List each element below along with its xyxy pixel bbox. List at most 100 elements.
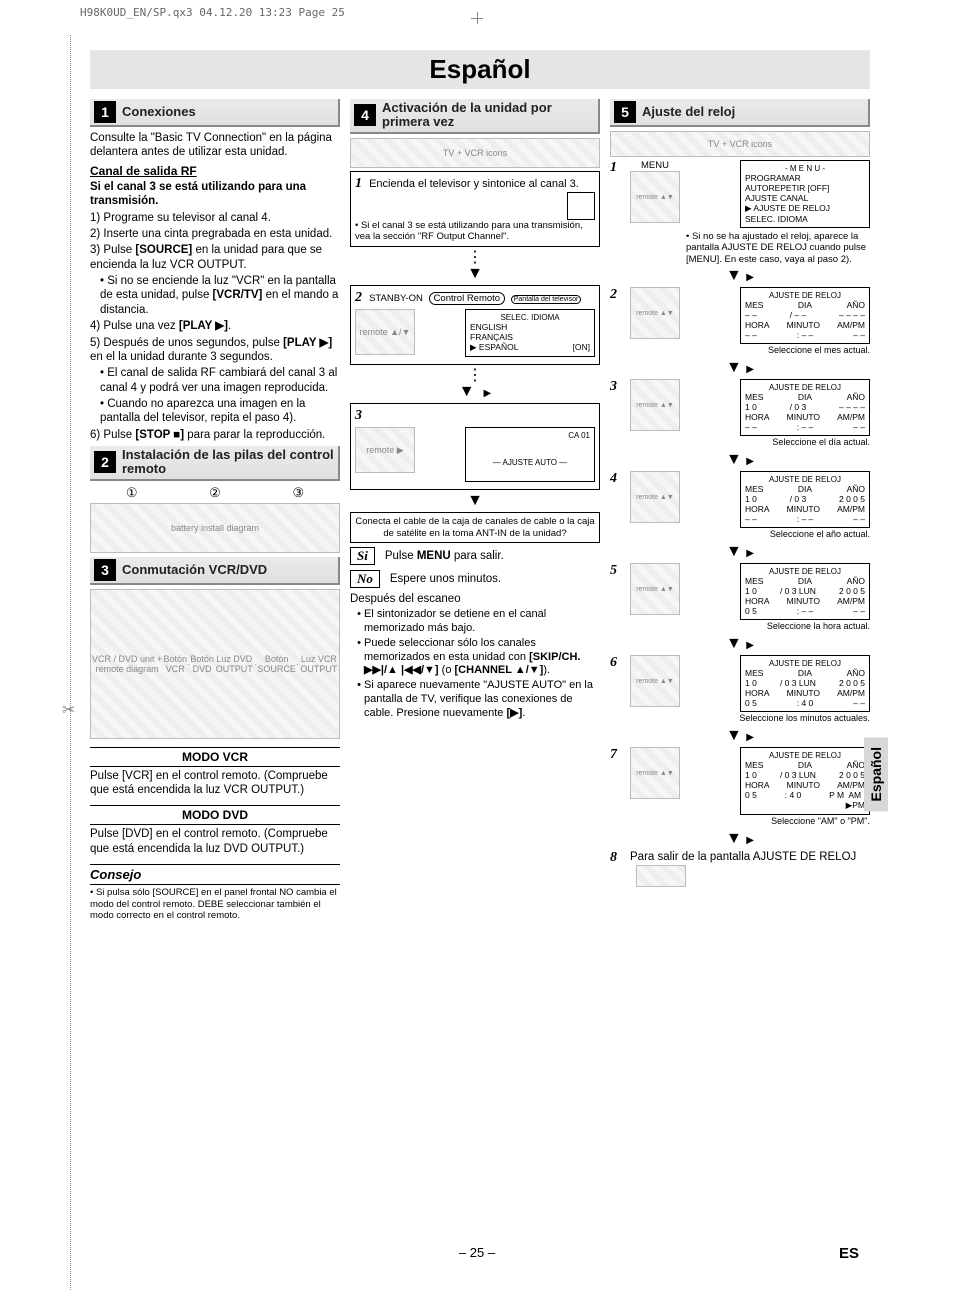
arrow-down-icon: ⋮▼ [350, 250, 600, 282]
arrow-down-icon: ▼ ▶ [610, 831, 870, 847]
after-scan-bullet: Si aparece nuevamente "AJUSTE AUTO" en l… [364, 679, 600, 720]
no-branch: No Espere unos minutos. [350, 570, 600, 588]
cut-line [70, 35, 71, 1290]
remote-icon: remote ▲▼ [630, 563, 680, 615]
rf-step: 2) Inserte una cinta pregrabada en esta … [90, 227, 340, 241]
clock-step-1: 1 MENU remote ▲▼ - M E N U - PROGRAMAR A… [610, 160, 870, 265]
remote-icon: remote ▲▼ [630, 747, 680, 799]
no-tag: No [350, 570, 380, 588]
clock-caption: Seleccione el año actual. [686, 529, 870, 539]
section-title: Conexiones [122, 105, 196, 119]
menu-screen: - M E N U - PROGRAMAR AUTOREPETIR [OFF] … [740, 160, 870, 228]
rf-step: 5) Después de unos segundos, pulse [PLAY… [90, 336, 340, 365]
step-8-text: Para salir de la pantalla AJUSTE DE RELO… [630, 851, 856, 863]
step-1-note: • Si el canal 3 se está utilizando para … [355, 220, 595, 243]
step-3-box: 3 remote ▶ CA 01 — AJUSTE AUTO — [350, 403, 600, 490]
language-tab: Español [864, 737, 888, 811]
arrow-down-icon: ▼ [350, 493, 600, 509]
clock-step: 7remote ▲▼AJUSTE DE RELOJMESDIAAÑO1 0/ 0… [610, 747, 870, 828]
clock-screen: AJUSTE DE RELOJMESDIAAÑO1 0/ 0 3 LUN2 0 … [740, 655, 870, 712]
remote-icon: remote ▲▼ [630, 655, 680, 707]
consejo-text: • Si pulsa sólo [SOURCE] en el panel fro… [90, 887, 340, 921]
step-number: 3 [355, 408, 362, 424]
page-number: – 25 – [459, 1245, 495, 1260]
arrow-down-icon: ▼ ▶ [610, 544, 870, 560]
step-2-labels: STANBY-ON Control Remoto Pantalla del te… [369, 293, 581, 304]
rf-step: 3) Pulse [SOURCE] en la unidad para que … [90, 243, 340, 272]
step-number: 2 [355, 290, 362, 306]
clock-step: 3remote ▲▼AJUSTE DE RELOJMESDIAAÑO1 0/ 0… [610, 379, 870, 449]
arrow-down-icon: ▼ ▶ [610, 728, 870, 744]
clock-step: 5remote ▲▼AJUSTE DE RELOJMESDIAAÑO1 0/ 0… [610, 563, 870, 633]
after-scan-bullet: Puede seleccionar sólo los canales memor… [364, 637, 600, 678]
column-left: 1 Conexiones Consulte la "Basic TV Conne… [90, 95, 340, 921]
clock-screen: AJUSTE DE RELOJMESDIAAÑO1 0/ 0 32 0 0 5H… [740, 471, 870, 528]
intro-text: Consulte la "Basic TV Connection" en la … [90, 131, 340, 160]
rf-step: 6) Pulse [STOP ■] para parar la reproduc… [90, 428, 340, 442]
print-header: H98K0UD_EN/SP.qx3 04.12.20 13:23 Page 25 [80, 6, 345, 19]
step-1-text: Encienda el televisor y sintonice al can… [369, 178, 579, 190]
rf-step: 1) Programe su televisor al canal 4. [90, 211, 340, 225]
no-text: Espere unos minutos. [390, 572, 501, 586]
modo-vcr-text: Pulse [VCR] en el control remoto. (Compr… [90, 769, 340, 798]
section-1-head: 1 Conexiones [90, 99, 340, 127]
clock-caption: Seleccione "AM" o "PM". [686, 816, 870, 826]
circled-number: ① [126, 485, 138, 501]
menu-note: • Si no se ha ajustado el reloj, aparece… [686, 231, 870, 265]
decision-box: Conecta el cable de la caja de canales d… [350, 512, 600, 543]
rf-step: • El canal de salida RF cambiará del can… [90, 366, 340, 395]
rf-step: 4) Pulse una vez [PLAY ▶]. [90, 319, 340, 333]
rf-step: • Cuando no aparezca una imagen en la pa… [90, 397, 340, 426]
section-title: Instalación de las pilas del control rem… [122, 448, 334, 477]
step-2-box: 2 STANBY-ON Control Remoto Pantalla del … [350, 285, 600, 365]
section-number: 4 [354, 104, 376, 126]
si-tag: Si [350, 547, 375, 565]
rf-condition: Si el canal 3 se está utilizando para un… [90, 180, 340, 209]
vcr-dvd-diagram: VCR / DVD unit + remote diagram Botón VC… [90, 589, 340, 739]
section-4-head: 4 Activación de la unidad por primera ve… [350, 99, 600, 134]
scissors-icon: ✂ [62, 700, 75, 720]
battery-step-numbers: ① ② ③ [90, 485, 340, 501]
rf-step: • Si no se enciende la luz "VCR" en la p… [90, 274, 340, 317]
step-1-box: 1 Encienda el televisor y sintonice al c… [350, 171, 600, 248]
si-branch: Si Pulse MENU para salir. [350, 547, 600, 565]
tv-icon [567, 192, 595, 220]
section-title: Ajuste del reloj [642, 105, 735, 119]
step-number: 1 [355, 176, 362, 192]
after-scan-bullets: El sintonizador se detiene en el canal m… [350, 608, 600, 720]
column-right: 5 Ajuste del reloj TV + VCR icons 1 MENU… [610, 95, 870, 921]
clock-step: 2remote ▲▼AJUSTE DE RELOJMESDIAAÑO– –/ –… [610, 287, 870, 357]
clock-caption: Seleccione el mes actual. [686, 345, 870, 355]
clock-screen: AJUSTE DE RELOJMESDIAAÑO– –/ – –– – – –H… [740, 287, 870, 344]
section-5-head: 5 Ajuste del reloj [610, 99, 870, 127]
remote-icon [636, 865, 686, 887]
page-content: Español 1 Conexiones Consulte la "Basic … [90, 50, 870, 921]
circled-number: ③ [292, 485, 304, 501]
lang-code: ES [839, 1245, 859, 1262]
rf-steps: 1) Programe su televisor al canal 4. 2) I… [90, 211, 340, 443]
consejo-head: Consejo [90, 864, 340, 885]
section-2-head: 2 Instalación de las pilas del control r… [90, 446, 340, 481]
remote-icon: remote ▶ [355, 427, 415, 473]
section-title: Activación de la unidad por primera vez [382, 101, 594, 130]
si-text: Pulse MENU para salir. [385, 549, 504, 563]
circled-number: ② [209, 485, 221, 501]
column-middle: 4 Activación de la unidad por primera ve… [350, 95, 600, 921]
remote-icon: remote ▲▼ [630, 171, 680, 223]
page-title: Español [90, 50, 870, 89]
arrow-down-icon: ⋮▼ ▶ [350, 368, 600, 400]
auto-tune-screen: CA 01 — AJUSTE AUTO — [465, 427, 595, 482]
clock-caption: Seleccione el día actual. [686, 437, 870, 447]
clock-caption: Seleccione la hora actual. [686, 621, 870, 631]
section-3-head: 3 Conmutación VCR/DVD [90, 557, 340, 585]
modo-vcr-head: MODO VCR [90, 747, 340, 767]
section-title: Conmutación VCR/DVD [122, 563, 267, 577]
section-number: 2 [94, 451, 116, 473]
clock-screen: AJUSTE DE RELOJMESDIAAÑO1 0/ 0 3 LUN2 0 … [740, 747, 870, 815]
clock-screen: AJUSTE DE RELOJMESDIAAÑO1 0/ 0 3 LUN2 0 … [740, 563, 870, 620]
arrow-down-icon: ▼ ▶ [610, 452, 870, 468]
battery-diagram: battery install diagram [90, 503, 340, 553]
page-footer: – 25 – ES [0, 1245, 954, 1260]
section-number: 3 [94, 559, 116, 581]
clock-screen: AJUSTE DE RELOJMESDIAAÑO1 0/ 0 3– – – –H… [740, 379, 870, 436]
